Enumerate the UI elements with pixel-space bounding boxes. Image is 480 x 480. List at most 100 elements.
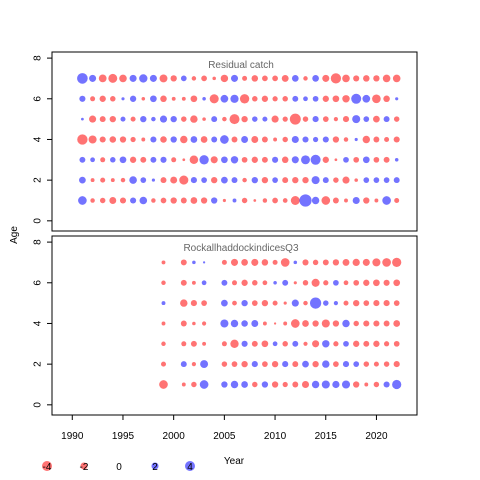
y-tick-label-4: 4	[33, 136, 44, 142]
bubble-age5-2007	[241, 115, 248, 123]
x-axis-label: Year	[224, 456, 245, 467]
bubble-age6-2019	[362, 94, 371, 103]
bubble-age2-2005	[221, 361, 228, 367]
bubble-age1-2018	[353, 381, 360, 388]
bubble-age5-2005	[221, 299, 228, 307]
bubble-age4-1995	[119, 136, 127, 143]
legend-label-4: 4	[187, 462, 193, 473]
bubble-age6-2005	[220, 94, 229, 103]
legend-bubble-1	[80, 462, 88, 470]
bubble-age1-1996	[130, 197, 137, 204]
bubble-age1-1999	[160, 197, 167, 204]
bubble-age2-1993	[100, 177, 106, 183]
bubble-age2-2003	[200, 360, 209, 369]
bubble-age2-2022	[393, 361, 400, 368]
bubble-age3-2015	[322, 340, 330, 348]
bubble-age4-2006	[231, 136, 238, 143]
bubble-age5-2010	[272, 300, 278, 306]
bubble-age6-2015	[323, 280, 329, 286]
bubble-age7-2018	[353, 75, 360, 82]
bubble-age4-2004	[211, 136, 218, 143]
bubble-age2-2016	[333, 177, 339, 183]
bubble-age5-1994	[109, 115, 116, 123]
bubble-age1-2006	[232, 198, 237, 203]
bubble-age6-2021	[383, 279, 390, 286]
bubble-age6-2019	[363, 279, 370, 286]
bubble-age3-2019	[362, 156, 370, 164]
bubble-age2-2013	[302, 360, 309, 368]
bubble-age1-2020	[374, 198, 379, 203]
bubble-age4-2016	[332, 136, 340, 143]
bubble-age2-2002	[191, 362, 196, 367]
panel-bottom-bubbles	[159, 257, 402, 390]
bubble-age4-1993	[99, 136, 106, 143]
bubble-age5-2001	[181, 116, 187, 122]
bubble-age6-2011	[282, 279, 289, 286]
bubble-age1-2007	[241, 381, 248, 388]
bubble-age6-2002	[190, 95, 198, 103]
bubble-age5-2006	[232, 300, 237, 306]
bubble-age3-2014	[310, 154, 321, 165]
bubble-age6-2020	[372, 94, 381, 104]
bubble-age1-2014	[311, 380, 320, 389]
bubble-age1-2001	[180, 197, 187, 204]
bubble-age7-2002	[192, 260, 196, 265]
bubble-age4-2017	[343, 137, 349, 142]
bubble-age3-2011	[281, 156, 289, 164]
bubble-age4-2001	[180, 135, 188, 144]
bubble-age2-2008	[251, 176, 258, 184]
bubble-age5-2017	[342, 116, 350, 123]
bubble-age3-2010	[272, 341, 278, 347]
bubble-age6-2007	[239, 94, 250, 104]
bubble-age7-2022	[392, 257, 402, 268]
bubble-age2-2012	[292, 361, 299, 368]
bubble-age1-2019	[363, 197, 370, 204]
y-tick-label-2: 2	[33, 361, 44, 367]
legend-label-2: 0	[116, 462, 122, 473]
panel-bottom: RockallhaddockindicesQ3 0 2 4 6 8	[33, 235, 418, 416]
bubble-age3-2016	[333, 341, 339, 347]
bubble-age5-2010	[271, 115, 279, 123]
bubble-age2-2006	[231, 361, 238, 367]
bubble-age4-2005	[220, 319, 229, 328]
bubble-age7-2013	[303, 76, 308, 81]
bubble-age5-2018	[353, 299, 360, 307]
bubble-age4-2010	[273, 322, 277, 325]
bubble-age7-2012	[293, 260, 298, 265]
bubble-age6-2004	[209, 94, 219, 104]
bubble-age2-2007	[241, 360, 248, 368]
bubble-age7-2011	[280, 258, 290, 267]
bubble-age2-2015	[322, 177, 329, 184]
bubble-age7-2020	[372, 258, 381, 267]
bubble-age6-2001	[180, 279, 187, 286]
bubble-age6-2012	[293, 281, 297, 285]
bubble-age2-2010	[272, 177, 278, 183]
bubble-age7-2003	[202, 261, 206, 264]
bubble-age7-2017	[342, 74, 350, 83]
bubble-age7-2008	[251, 258, 259, 266]
bubble-age1-1991	[78, 196, 87, 205]
bubble-age5-2003	[202, 117, 206, 121]
bubble-age2-2021	[383, 177, 390, 183]
bubble-age4-2000	[170, 136, 177, 143]
y-tick-label-6: 6	[33, 280, 44, 286]
bubble-age7-1999	[159, 74, 168, 83]
bubble-age3-2007	[241, 340, 248, 347]
bubble-age6-2013	[303, 96, 308, 102]
bubble-age3-2011	[282, 341, 288, 347]
bubble-age2-2014	[312, 360, 319, 368]
legend-bubble-4	[185, 461, 195, 471]
bubble-age4-1992	[88, 135, 97, 144]
x-tick-label-1990: 1990	[61, 431, 84, 442]
bubble-age6-2010	[272, 96, 278, 102]
bubble-age5-2003	[201, 300, 207, 306]
bubble-age1-2022	[392, 379, 402, 390]
bubble-age6-2003	[201, 280, 207, 286]
bubble-age6-2007	[241, 279, 248, 286]
bubble-age5-2001	[180, 299, 188, 307]
bubble-age1-2009	[262, 198, 268, 203]
bubble-age3-2008	[251, 340, 258, 347]
bubble-age1-2016	[332, 380, 340, 389]
bubble-age5-2018	[352, 115, 361, 124]
bubble-age5-2011	[282, 116, 288, 122]
